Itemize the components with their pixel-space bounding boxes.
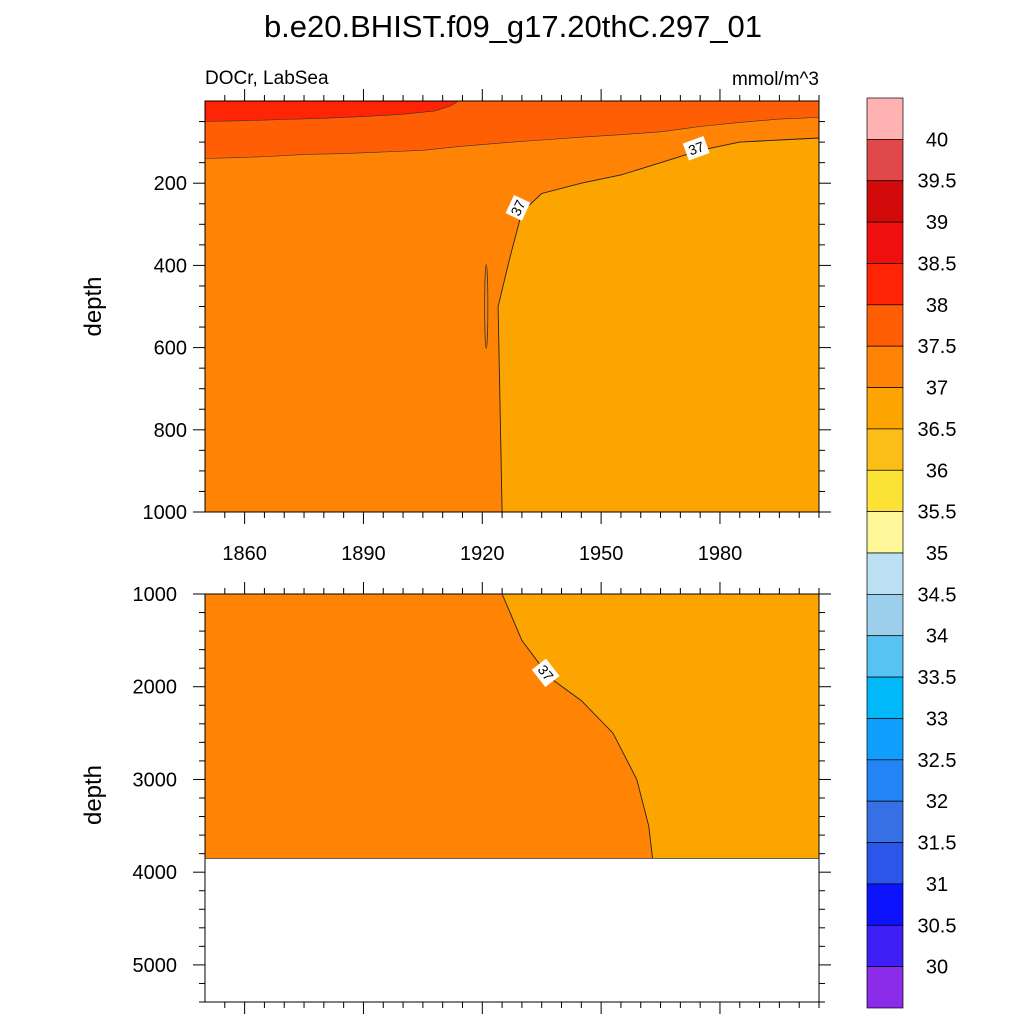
colorbar-swatch xyxy=(866,718,904,761)
xtick-label: 1950 xyxy=(579,543,624,565)
colorbar-label: 36.5 xyxy=(918,419,957,441)
colorbar-label: 40 xyxy=(926,129,948,151)
contour-lens xyxy=(484,264,489,349)
colorbar-label: 30 xyxy=(926,957,948,979)
colorbar-label: 33.5 xyxy=(918,667,957,689)
region-36.5-37 xyxy=(498,137,819,513)
colorbar-swatch xyxy=(866,345,904,388)
lower-frame-lower xyxy=(204,858,820,1003)
left-string: DOCr, LabSea xyxy=(205,68,329,89)
contour-label-37-a: 37 xyxy=(505,194,531,221)
contour-label-bg xyxy=(682,136,710,161)
colorbar-label: 39.5 xyxy=(918,171,957,193)
colorbar-label: 31.5 xyxy=(918,833,957,855)
xtick-label: 1860 xyxy=(222,543,267,565)
contour-label-bg xyxy=(531,658,560,688)
colorbar-label: 37.5 xyxy=(918,336,957,358)
colorbar-label: 35.5 xyxy=(918,502,957,524)
lower-ytick-label: 1000 xyxy=(133,584,178,606)
region-38-38.5 xyxy=(204,100,460,122)
figure-title: b.e20.BHIST.f09_g17.20thC.297_01 xyxy=(264,9,762,44)
xtick-label: 1980 xyxy=(698,543,743,565)
colorbar-swatch xyxy=(866,97,904,140)
colorbar-label: 38.5 xyxy=(918,253,957,275)
upper-ytick-label: 1000 xyxy=(143,502,188,524)
lower-ytick-label: 2000 xyxy=(133,677,178,699)
contour-label-37-b: 37 xyxy=(682,136,710,161)
colorbar-swatch xyxy=(866,883,904,926)
lower-ytick-label: 3000 xyxy=(133,769,178,791)
upper-ytick-label: 200 xyxy=(154,173,187,195)
colorbar-swatch xyxy=(866,139,904,182)
colorbar-swatch xyxy=(866,594,904,637)
upper-ytick-label: 600 xyxy=(154,338,187,360)
colorbar-swatch xyxy=(866,924,904,967)
contour-line-37 xyxy=(501,593,654,859)
colorbar-swatch xyxy=(866,263,904,306)
colorbar-swatch xyxy=(866,387,904,430)
colorbar-swatch xyxy=(866,800,904,843)
colorbar-swatch xyxy=(866,966,904,1009)
upper-ytick-label: 400 xyxy=(154,255,187,277)
colorbar-label: 39 xyxy=(926,212,948,234)
colorbar-swatch xyxy=(866,304,904,347)
contour-label-text: 37 xyxy=(686,138,706,158)
colorbar-label: 34 xyxy=(926,626,948,648)
region-36.5-37 xyxy=(502,594,819,859)
xtick-label: 1920 xyxy=(460,543,505,565)
lower-ylabel: depth xyxy=(80,765,107,825)
upper-ytick-label: 800 xyxy=(154,420,187,442)
colorbar-label: 31 xyxy=(926,874,948,896)
colorbar-swatch xyxy=(866,511,904,554)
colorbar-swatch xyxy=(866,552,904,595)
lower-ytick-label: 5000 xyxy=(133,955,178,977)
colorbar-swatch xyxy=(866,635,904,678)
contour-label-bg xyxy=(505,194,531,221)
lower-frame-upper xyxy=(204,593,820,859)
colorbar-label: 34.5 xyxy=(918,584,957,606)
contour-label-text: 37 xyxy=(507,197,528,218)
units-string: mmol/m^3 xyxy=(732,69,819,90)
colorbar-swatch xyxy=(866,428,904,471)
colorbar-label: 30.5 xyxy=(918,915,957,937)
colorbar-label: 38 xyxy=(926,295,948,317)
upper-contour-plot: 37 37 200 400 600 800 1000 1860 1890 1920 1950 1980… xyxy=(80,89,831,565)
colorbar-label: 35 xyxy=(926,543,948,565)
contour-label-37-c: 37 xyxy=(531,658,560,688)
upper-ylabel: depth xyxy=(80,276,107,336)
lower-ytick-label: 4000 xyxy=(133,862,178,884)
colorbar-label: 32 xyxy=(926,791,948,813)
colorbar-label: 33 xyxy=(926,708,948,730)
colorbar-swatch xyxy=(866,221,904,264)
colorbar-label: 32.5 xyxy=(918,750,957,772)
colorbar-label: 36 xyxy=(926,460,948,482)
contour-line-37 xyxy=(497,137,820,513)
colorbar-swatch xyxy=(866,180,904,223)
lower-contour-plot: 37 1000 2000 3000 4000 5000 depth xyxy=(80,582,831,1014)
colorbar-swatch xyxy=(866,759,904,802)
colorbar-swatch xyxy=(866,676,904,719)
colorbar-swatch xyxy=(866,469,904,512)
colorbar-swatch xyxy=(866,842,904,885)
xtick-label: 1890 xyxy=(341,543,386,565)
colorbar-label: 37 xyxy=(926,378,948,400)
colorbar: 40 39.5 39 38.5 38 37.5 37 36.5 36 35.5 35 34.5 34 33… xyxy=(866,97,957,1009)
